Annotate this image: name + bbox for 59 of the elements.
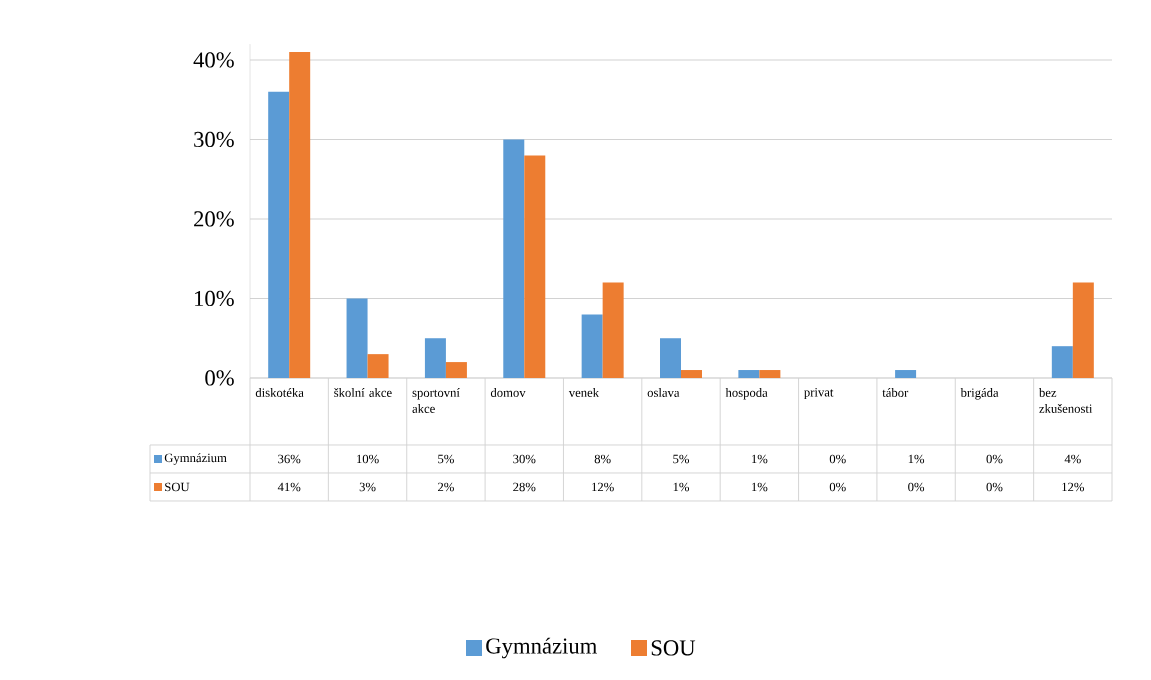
bar	[759, 370, 781, 378]
data-label: 8%	[594, 454, 611, 464]
data-label: 0%	[986, 454, 1003, 464]
bar	[367, 354, 389, 378]
legend-label: Gymnázium	[164, 453, 227, 465]
bar	[738, 370, 760, 378]
data-label: 1%	[752, 482, 768, 492]
data-label: 28%	[513, 482, 536, 492]
y-tick-label: 10%	[195, 290, 234, 307]
x-tick-label: sportovní akce	[412, 388, 460, 413]
bar	[268, 91, 290, 378]
x-tick-label: bez zkušenosti	[1038, 388, 1093, 413]
x-tick-label: hospoda	[725, 388, 768, 400]
data-label: 0%	[829, 454, 846, 464]
data-label: 0%	[986, 482, 1003, 492]
bar	[660, 338, 682, 378]
data-label: 30%	[513, 454, 536, 464]
y-tick-label: 20%	[194, 211, 234, 227]
bar	[503, 139, 525, 378]
data-label: 3%	[359, 482, 376, 492]
data-label: 1%	[908, 454, 925, 464]
bar	[424, 338, 446, 378]
bar	[289, 52, 311, 378]
bar	[602, 282, 624, 378]
data-label: 1%	[752, 454, 768, 464]
bar	[1051, 346, 1073, 378]
data-label: 2%	[438, 482, 454, 492]
data-label: 5%	[673, 454, 690, 464]
x-tick-label: školní akce	[334, 388, 392, 397]
data-label: 36%	[278, 454, 301, 464]
bar	[524, 155, 546, 378]
text: SOU	[651, 640, 696, 656]
data-label: 4%	[1064, 454, 1081, 464]
bar	[895, 370, 917, 378]
x-tick-label: oslava	[647, 388, 680, 397]
bar	[1072, 282, 1094, 378]
y-tick-label: 40%	[193, 52, 234, 68]
data-label: 1%	[673, 482, 690, 492]
x-tick-label: brigáda	[960, 388, 999, 400]
y-tick-label: 0%	[205, 370, 234, 386]
data-label: 5%	[438, 454, 454, 464]
x-tick-label: privat	[804, 388, 834, 400]
data-label: 0%	[908, 482, 925, 492]
data-label: 0%	[829, 482, 846, 492]
y-tick-label: 30%	[194, 131, 234, 148]
bar	[681, 370, 703, 378]
data-label: 41%	[277, 482, 301, 492]
bar	[581, 314, 603, 378]
bar	[346, 298, 368, 378]
text: Gymnázium	[486, 637, 597, 659]
x-tick-label: domov	[490, 388, 526, 397]
x-tick-label: venek	[568, 388, 600, 397]
x-tick-label: tábor	[882, 388, 909, 397]
x-tick-label: diskotéka	[255, 388, 304, 397]
legend-label: SOU	[165, 482, 190, 492]
data-label: 10%	[357, 454, 379, 464]
data-label: 12%	[1062, 482, 1084, 492]
data-label: 12%	[592, 482, 614, 492]
bar	[445, 362, 467, 378]
